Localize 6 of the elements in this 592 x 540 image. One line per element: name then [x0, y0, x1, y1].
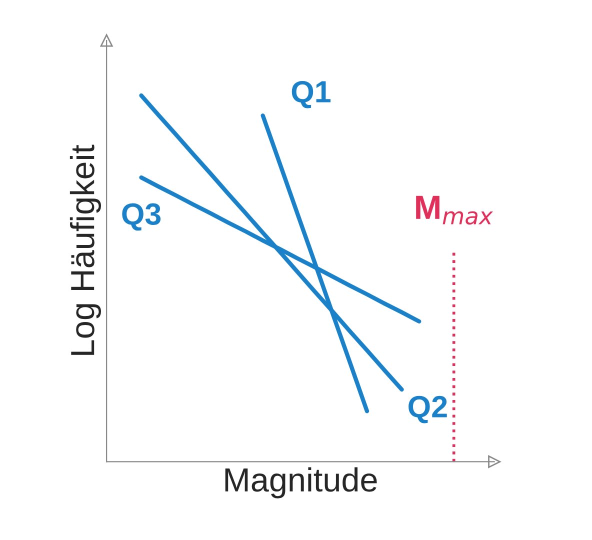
series-label: Q3	[122, 203, 161, 231]
x-axis-title: Magnitude	[225, 467, 377, 498]
annotation: M$_{max}$	[416, 196, 493, 225]
series-label: Q2	[408, 396, 447, 424]
series-label: Q1	[292, 80, 331, 108]
y-axis-title: Log Häufigkeit	[70, 144, 102, 355]
